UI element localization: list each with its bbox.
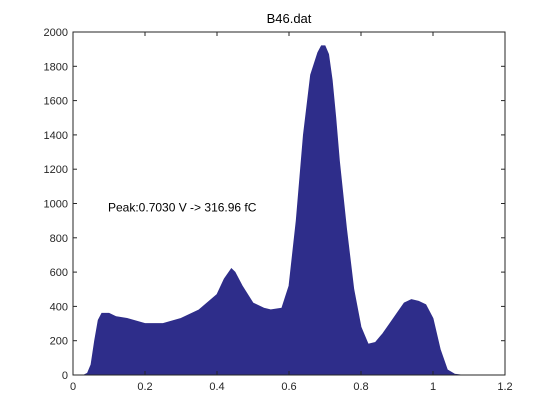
y-tick-label: 600 [50, 267, 68, 279]
y-tick-label: 400 [50, 301, 68, 313]
x-tick-label: 1 [430, 381, 436, 393]
chart-title: B46.dat [267, 11, 312, 26]
peak-annotation: Peak:0.7030 V -> 316.96 fC [108, 201, 257, 215]
y-tick-label: 200 [50, 336, 68, 348]
x-tick-label: 0.8 [353, 381, 368, 393]
x-tick-label: 0.2 [137, 381, 152, 393]
y-tick-label: 0 [62, 370, 68, 382]
y-tick-label: 1600 [44, 96, 68, 108]
histogram-area [83, 45, 505, 376]
x-tick-label: 0 [70, 381, 76, 393]
x-tick-label: 1.2 [497, 381, 512, 393]
y-tick-label: 800 [50, 233, 68, 245]
x-tick-label: 0.4 [209, 381, 224, 393]
y-tick-label: 1000 [44, 199, 68, 211]
x-tick-label: 0.6 [281, 381, 296, 393]
y-tick-label: 2000 [44, 27, 68, 39]
y-tick-label: 1800 [44, 61, 68, 73]
y-tick-label: 1400 [44, 130, 68, 142]
y-tick-label: 1200 [44, 164, 68, 176]
